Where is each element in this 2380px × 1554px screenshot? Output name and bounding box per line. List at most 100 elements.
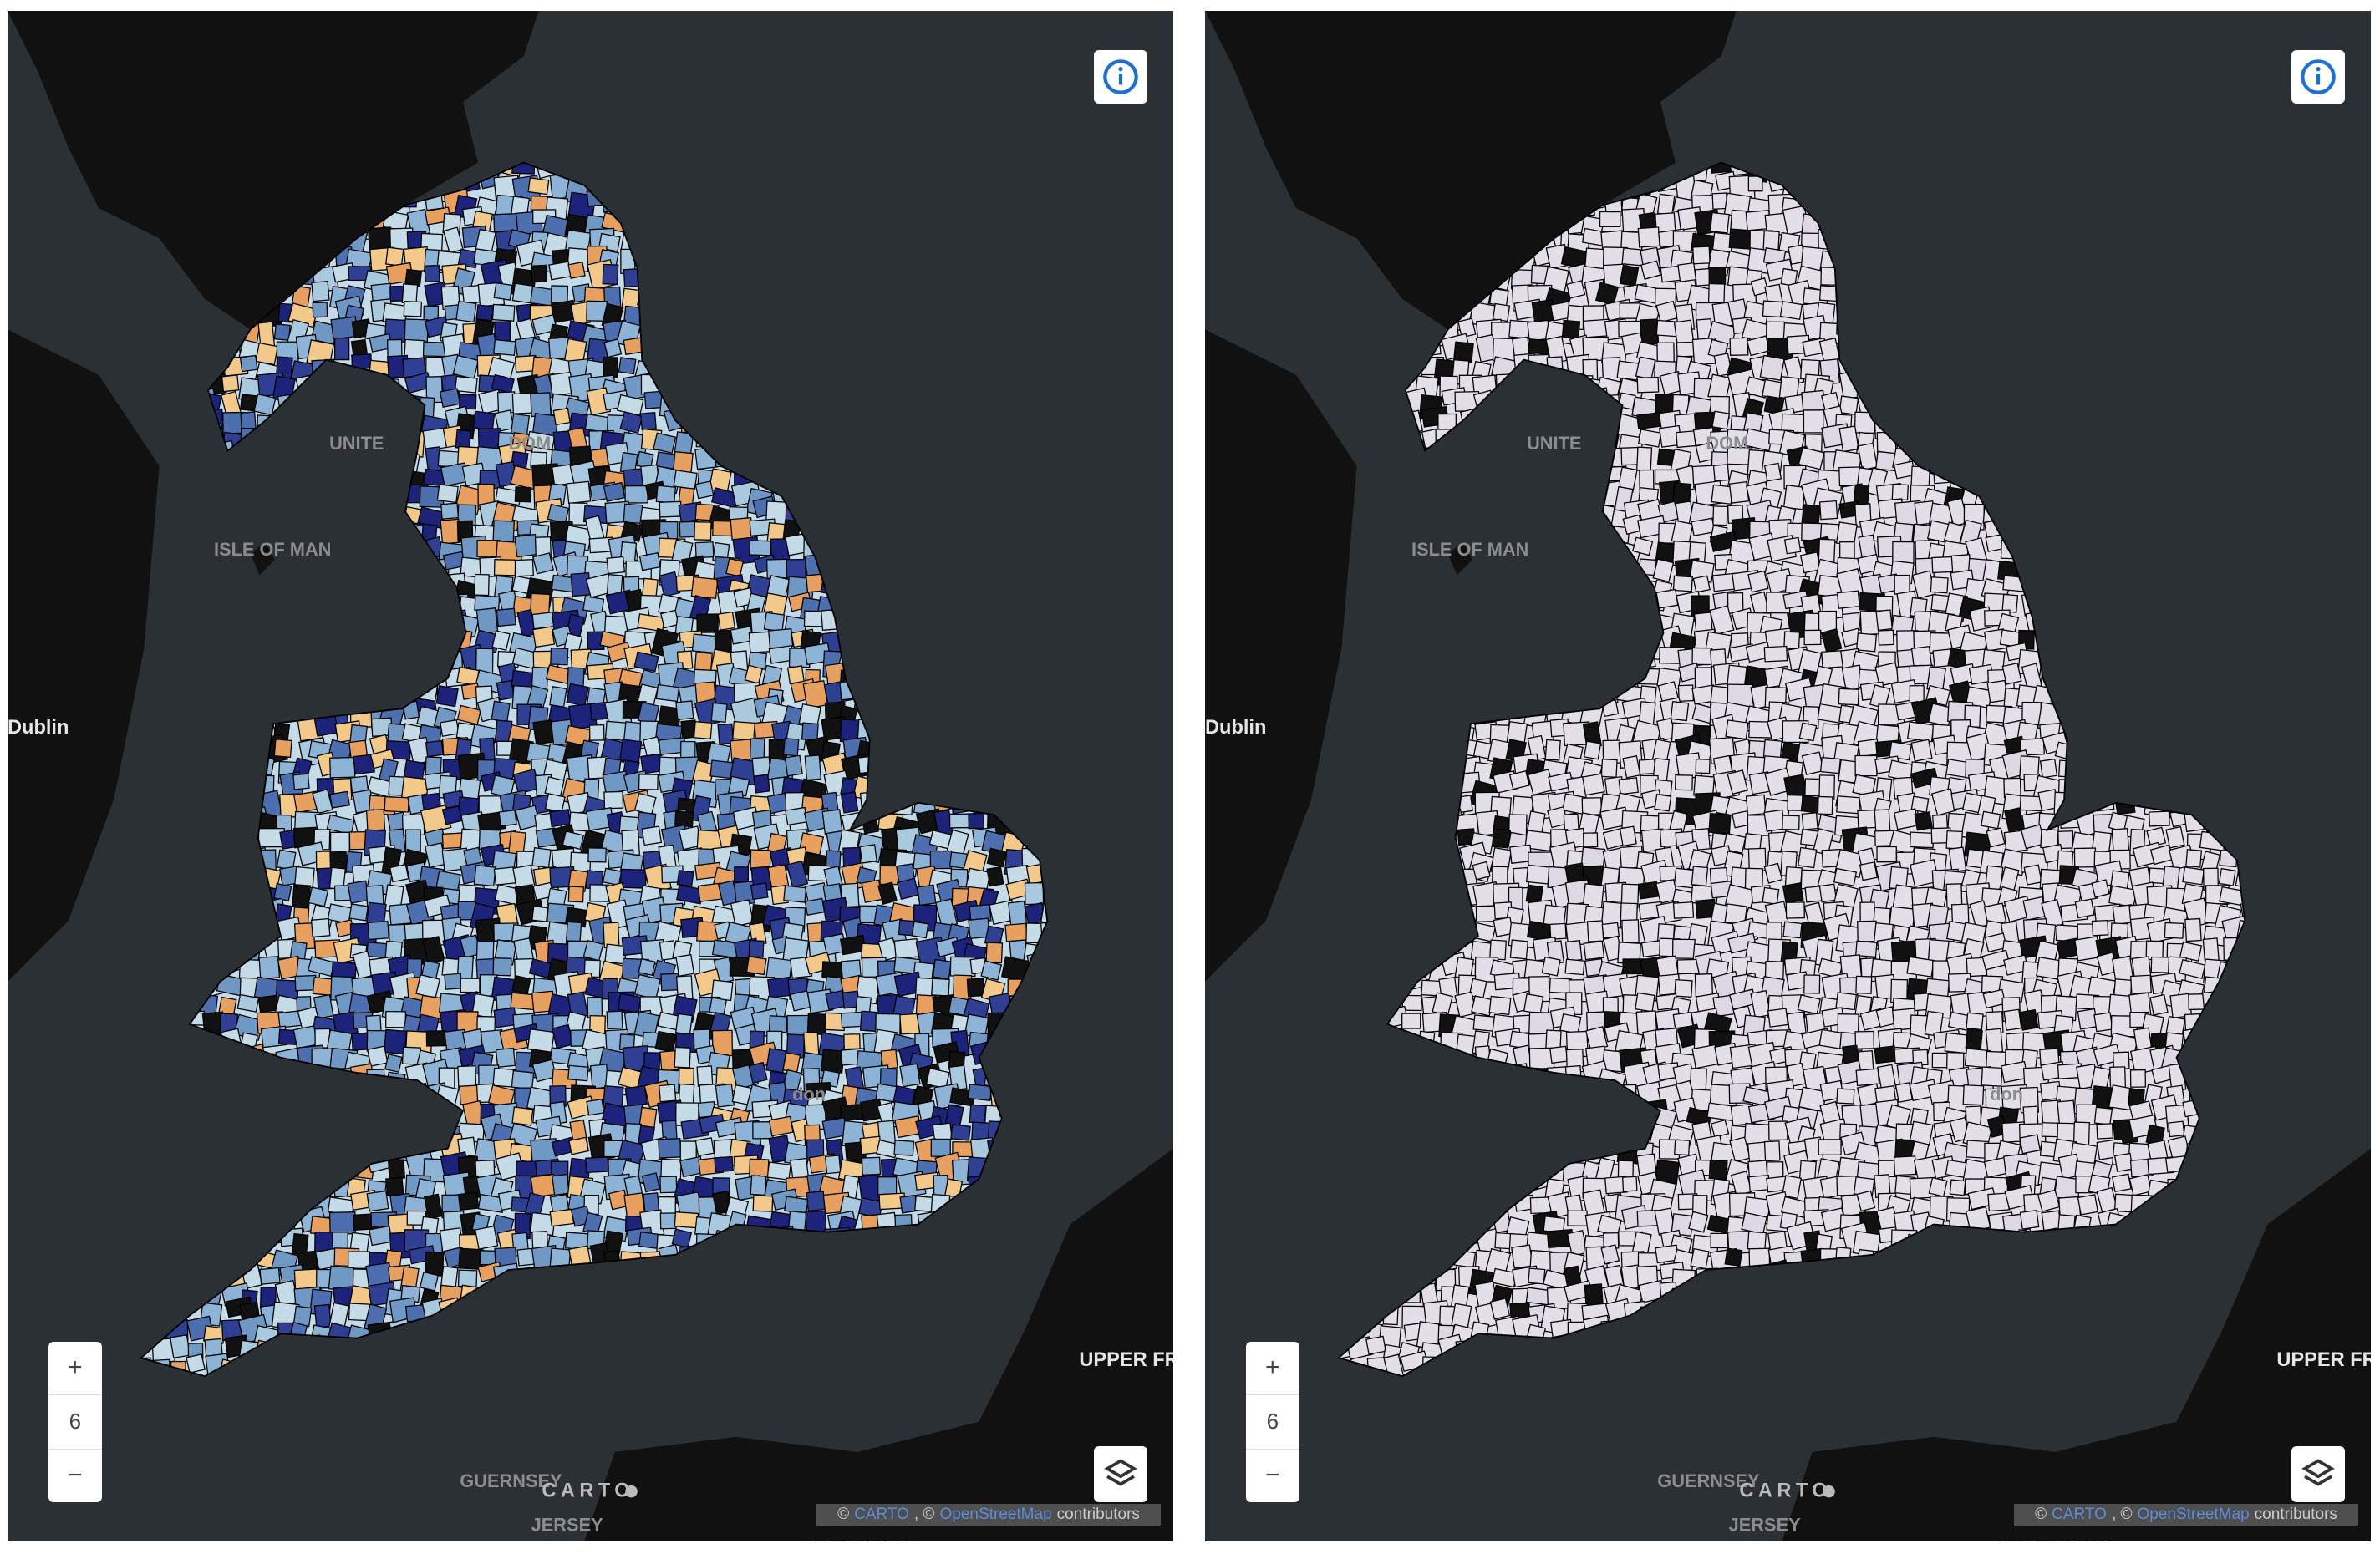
region (986, 720, 1009, 744)
region (897, 426, 925, 446)
region (890, 450, 913, 478)
region (1893, 193, 1911, 211)
region (2212, 469, 2233, 496)
region (533, 1318, 562, 1346)
region (459, 1370, 479, 1377)
region (750, 1322, 776, 1345)
region (674, 1046, 691, 1069)
region (165, 1208, 183, 1228)
region (986, 847, 1008, 868)
region (326, 1120, 348, 1145)
region (661, 1302, 690, 1322)
region (2204, 485, 2231, 506)
region (1008, 901, 1028, 927)
region (717, 283, 743, 310)
region (730, 1266, 755, 1284)
region (1434, 485, 1459, 506)
region (1348, 300, 1374, 322)
region (1381, 520, 1403, 540)
region (470, 1375, 491, 1377)
region (379, 1375, 409, 1377)
region (1854, 411, 1876, 434)
layers-button[interactable] (1094, 1445, 1147, 1503)
region (1024, 683, 1048, 703)
attribution-part[interactable]: OpenStreetMap (939, 1506, 1052, 1524)
zoom-out[interactable]: − (48, 1448, 102, 1503)
region (1747, 175, 1763, 192)
region (1345, 411, 1366, 434)
region (1835, 250, 1857, 276)
region (367, 515, 392, 541)
region (516, 1268, 536, 1290)
region (404, 268, 423, 287)
region (166, 409, 194, 428)
region (461, 1333, 484, 1363)
region (890, 375, 912, 400)
region (861, 299, 884, 328)
region (1894, 574, 1910, 595)
region (1025, 863, 1047, 885)
region (387, 645, 414, 674)
region (456, 704, 481, 725)
region (643, 1265, 667, 1289)
region (2185, 356, 2210, 376)
region (1513, 463, 1541, 484)
region (2075, 449, 2096, 467)
region (1637, 429, 1662, 448)
region (221, 669, 242, 688)
region (869, 669, 891, 698)
region (859, 790, 878, 815)
region (861, 698, 890, 727)
region (221, 1227, 239, 1249)
region (861, 1377, 887, 1404)
zoom-in[interactable]: + (68, 1353, 83, 1382)
region (1019, 1101, 1040, 1127)
region (2093, 228, 2117, 253)
region (1930, 167, 1958, 192)
region (1949, 227, 1970, 252)
region (913, 429, 930, 453)
info-button[interactable] (1094, 50, 1147, 104)
region (659, 1084, 677, 1103)
region (877, 792, 904, 812)
zoom-control[interactable]: +6− (48, 1341, 102, 1503)
region (1982, 265, 2010, 290)
region (950, 1124, 971, 1141)
region (697, 301, 722, 328)
region (676, 870, 694, 887)
region (1947, 302, 1965, 325)
info-icon (1103, 59, 1139, 95)
region (312, 1361, 333, 1377)
region (862, 460, 885, 486)
region (787, 1295, 816, 1318)
region (2097, 315, 2121, 338)
region (344, 1101, 367, 1124)
region (552, 1173, 570, 1196)
region (2169, 193, 2188, 215)
region (2039, 162, 2063, 184)
region (298, 413, 317, 436)
region (1040, 482, 1048, 511)
region (873, 355, 902, 376)
region (2013, 360, 2044, 385)
region (531, 906, 549, 922)
region (1615, 593, 1642, 618)
region (1022, 1155, 1045, 1175)
region (140, 297, 156, 317)
region (571, 1279, 593, 1300)
region (2220, 610, 2243, 635)
region (600, 177, 622, 205)
region (881, 589, 906, 609)
attribution-part[interactable]: CARTO (854, 1506, 909, 1524)
region (842, 1266, 869, 1292)
region (1023, 214, 1048, 232)
region (2076, 248, 2101, 268)
region (1491, 485, 1513, 503)
region (140, 770, 162, 800)
region (351, 668, 373, 688)
region (511, 282, 534, 304)
region (983, 1034, 1013, 1065)
region (655, 485, 677, 504)
region (1580, 555, 1610, 585)
region (2165, 463, 2186, 484)
